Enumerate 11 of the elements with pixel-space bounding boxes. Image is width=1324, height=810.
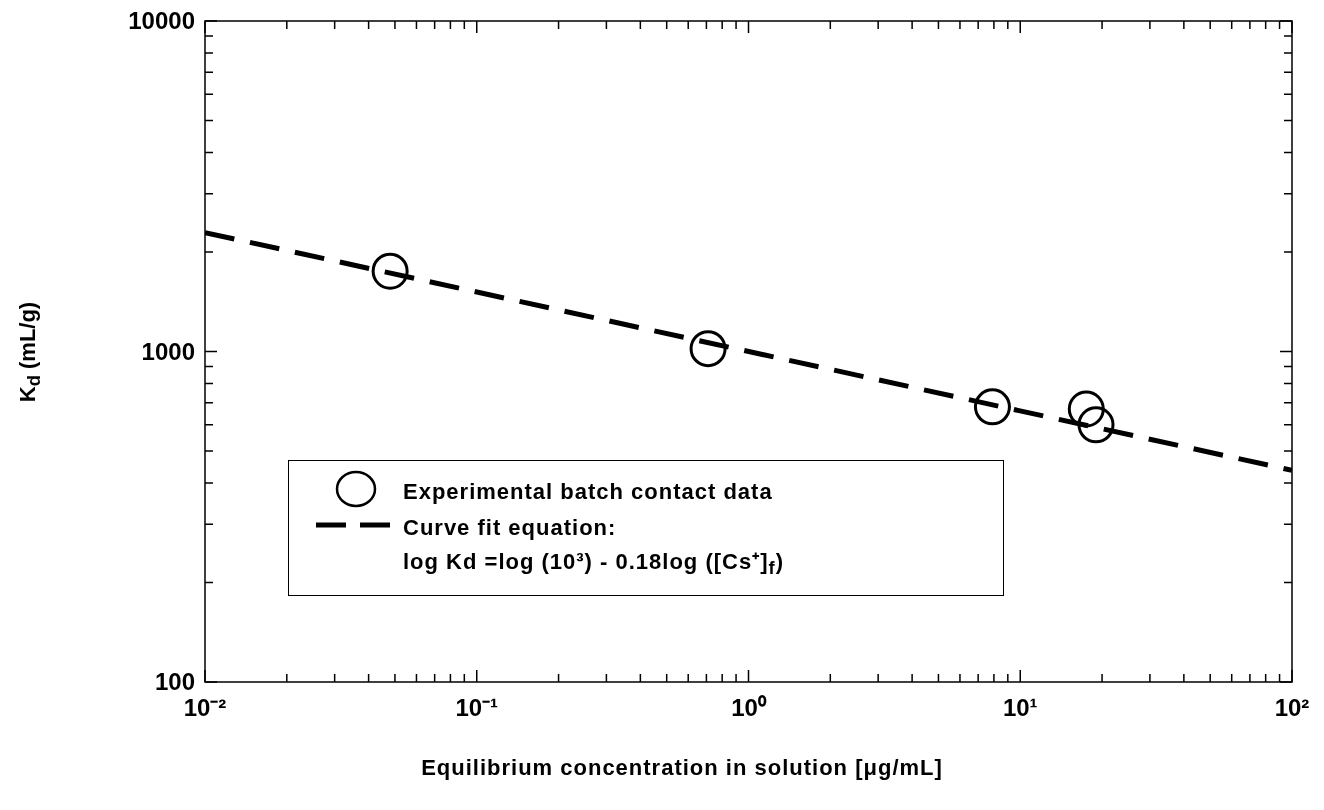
legend-label: Curve fit equation: log Kd =log (10³) - 0.18log ([Cs⁺]$_{f}$) bbox=[403, 514, 784, 581]
x-tick-label: 10⁰ bbox=[730, 694, 768, 722]
x-tick-label: 10¹ bbox=[1001, 694, 1039, 722]
x-tick-label: 10² bbox=[1273, 694, 1311, 722]
x-tick-label: 10⁻² bbox=[182, 694, 228, 722]
y-tick-label: 100 bbox=[154, 668, 195, 696]
x-axis-title: Equilibrium concentration in solution [μg/mL] bbox=[420, 755, 944, 781]
y-tick-label: 10000 bbox=[128, 7, 195, 35]
y-tick-label: 1000 bbox=[141, 337, 195, 366]
x-tick-label: 10⁻¹ bbox=[454, 694, 500, 722]
legend-label: Experimental batch contact data bbox=[403, 478, 773, 506]
